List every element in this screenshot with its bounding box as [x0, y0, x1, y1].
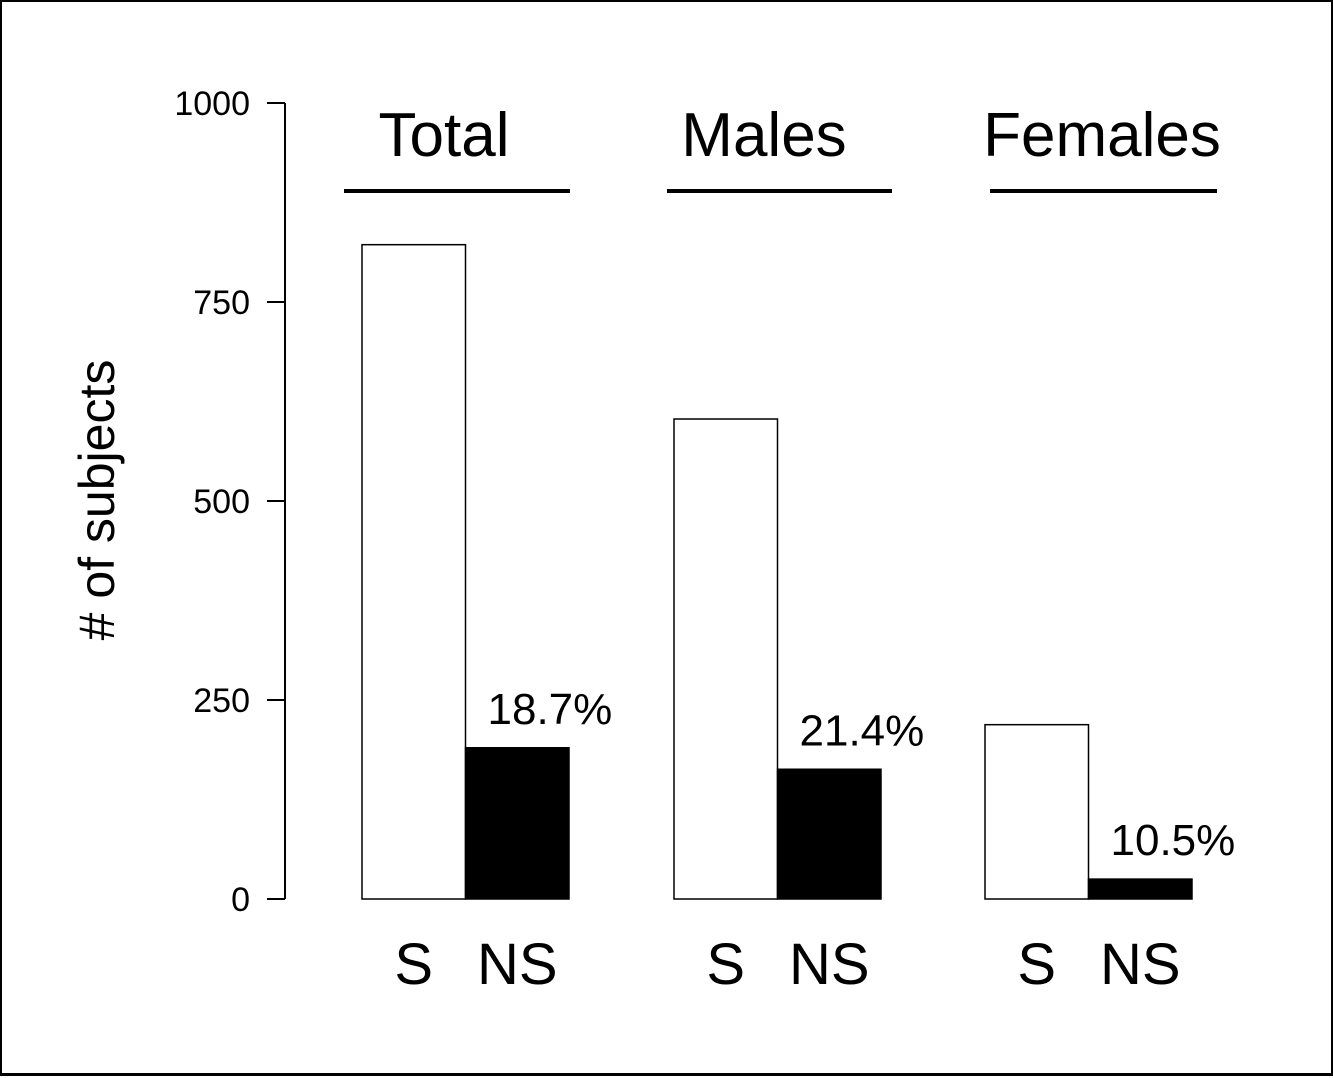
category-label: NS: [789, 932, 870, 997]
y-axis-ticks: 0 250 500 750 1000: [174, 85, 285, 919]
category-label: NS: [477, 932, 558, 997]
bar-group-males: Males S NS 21.4%: [667, 101, 924, 997]
group-title: Males: [681, 101, 846, 170]
bar-total-s: [361, 243, 467, 900]
category-label: S: [394, 932, 433, 997]
bar-females-s: [984, 723, 1090, 900]
bar-total-ns: [464, 747, 570, 900]
category-label: S: [1017, 932, 1056, 997]
bar-group-total: Total S NS 18.7%: [344, 101, 612, 997]
y-tick-label: 750: [193, 284, 250, 322]
percent-annotation: 18.7%: [488, 685, 613, 734]
category-label: S: [706, 932, 745, 997]
y-tick-label: 250: [193, 682, 250, 720]
y-tick-label: 0: [231, 881, 250, 919]
bar-males-ns: [776, 768, 882, 900]
bar-groups: Total S NS 18.7% Males S NS 21.4% Females S NS 10.5…: [344, 101, 1235, 997]
bar-group-females: Females S NS 10.5%: [983, 101, 1235, 997]
bar-females-ns: [1087, 878, 1193, 900]
group-title: Total: [379, 101, 510, 170]
percent-annotation: 10.5%: [1111, 816, 1236, 865]
percent-annotation: 21.4%: [800, 706, 925, 755]
y-axis-label: # of subjects: [69, 360, 125, 641]
y-tick-label: 1000: [174, 85, 250, 123]
category-label: NS: [1100, 932, 1181, 997]
y-tick-label: 500: [193, 483, 250, 521]
group-title: Females: [983, 101, 1221, 170]
bar-males-s: [673, 418, 779, 900]
